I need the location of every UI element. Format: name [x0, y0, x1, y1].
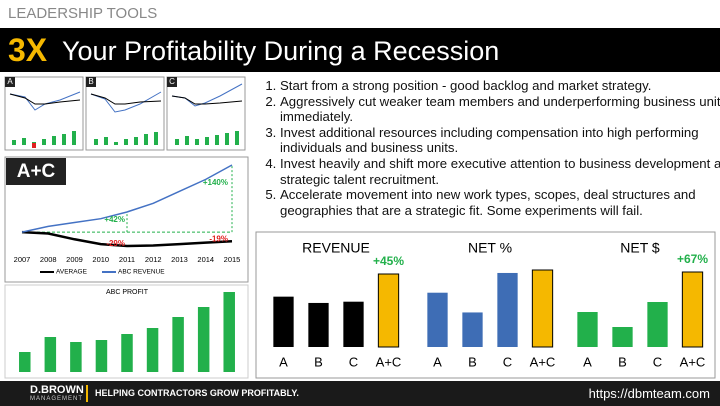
x-tick-label: 2010 [92, 255, 109, 264]
chart-title: NET $ [620, 240, 660, 256]
divider [86, 385, 88, 402]
kicker: LEADERSHIP TOOLS [8, 5, 158, 22]
x-tick-label: 2008 [40, 255, 57, 264]
legend-label: AVERAGE [56, 269, 88, 276]
bar [308, 302, 329, 347]
legend-label: ABC REVENUE [118, 269, 165, 276]
url[interactable]: https://dbmteam.com [588, 386, 710, 401]
x-tick-label: 2011 [119, 255, 135, 264]
bar [462, 312, 483, 347]
x-tick-label: A [279, 354, 288, 369]
footer: D.BROWN MANAGEMENT HELPING CONTRACTORS G… [0, 381, 720, 406]
bar [273, 296, 294, 347]
bar [531, 269, 554, 348]
x-tick-label: B [618, 354, 627, 369]
x-tick-label: 2009 [66, 255, 83, 264]
chart-label: A+C [17, 161, 56, 182]
title: Your Profitability During a Recession [62, 36, 500, 66]
x-tick-label: A+C [680, 354, 706, 369]
panel [255, 231, 716, 379]
x-tick-label: 2013 [171, 255, 188, 264]
thumbnail-label: C [169, 77, 175, 86]
list-item: Start from a strong position - good back… [280, 78, 720, 94]
x-tick-label: 2012 [145, 255, 162, 264]
thumbnail [4, 76, 84, 151]
x-tick-label: C [349, 354, 358, 369]
annotation: +42% [104, 215, 125, 224]
thumbnail [166, 76, 246, 151]
brand: D.BROWN [30, 384, 84, 396]
thumbnail-label: A [7, 77, 13, 86]
x-tick-label: B [314, 354, 323, 369]
x-tick-label: A+C [376, 354, 402, 369]
x-tick-label: B [468, 354, 477, 369]
annotation: -19% [209, 234, 228, 243]
line [21, 164, 233, 233]
bar [577, 312, 598, 347]
bar [223, 292, 235, 372]
bar [681, 271, 704, 348]
chart-title: REVENUE [302, 240, 370, 256]
bar [647, 302, 668, 347]
bar [612, 327, 633, 347]
x-tick-label: A+C [530, 354, 556, 369]
bar [44, 337, 57, 372]
x-tick-label: A [433, 354, 442, 369]
annotation: +45% [373, 254, 404, 268]
title-accent: 3X [8, 32, 48, 68]
bar [497, 272, 518, 347]
bar [343, 301, 364, 347]
title-bar: 3X Your Profitability During a Recession [0, 28, 720, 72]
annotation: +140% [203, 178, 228, 187]
line [21, 230, 233, 248]
list-item: Invest additional resources including co… [280, 125, 720, 156]
x-tick-label: A [583, 354, 592, 369]
annotation: -29% [106, 239, 125, 248]
bar [19, 352, 31, 372]
list-item: Accelerate movement into new work types,… [280, 187, 720, 218]
charts: A B C A+C 2007 2008 2009 2010 2011 2012 2013 20… [4, 76, 716, 379]
bar [427, 292, 448, 347]
bar [172, 317, 184, 372]
x-tick-label: C [653, 354, 662, 369]
label-box [6, 158, 66, 185]
brand-sub: MANAGEMENT [30, 396, 84, 402]
x-tick-label: C [503, 354, 512, 369]
list-item: Aggressively cut weaker team members and… [280, 94, 720, 125]
annotation: +67% [677, 252, 708, 266]
thumbnail [85, 76, 165, 151]
thumbnail-label: B [88, 77, 93, 86]
x-tick-label: 2014 [197, 255, 214, 264]
bar [197, 307, 210, 372]
x-tick-label: 2007 [14, 255, 31, 264]
bar [146, 328, 159, 372]
x-tick-label: 2015 [224, 255, 241, 264]
chart-title: ABC PROFIT [106, 289, 149, 296]
bar [95, 340, 108, 372]
chart-title: NET % [468, 240, 512, 256]
strategy-list: Start from a strong position - good back… [258, 78, 720, 218]
bar [377, 273, 400, 348]
tagline: HELPING CONTRACTORS GROW PROFITABLY. [95, 388, 299, 398]
bar [70, 342, 82, 372]
bar [121, 334, 133, 372]
list-item: Invest heavily and shift more executive … [280, 156, 720, 187]
